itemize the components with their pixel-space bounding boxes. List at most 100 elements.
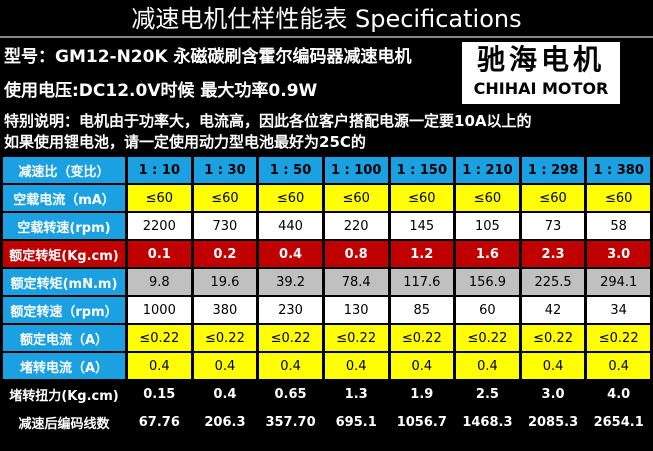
cell: 357.70 [259,409,322,435]
voltage: 使用电压:DC12.0V时候 最大功率0.9W [4,81,318,101]
cell: 4.0 [587,381,650,407]
cell: 1 : 298 [521,157,585,183]
cell: 156.9 [456,269,519,295]
cell: 0.15 [128,381,191,407]
note: 如果使用锂电池，请一定使用动力型电池最好为25C的 [4,133,366,151]
cell: 0.2 [193,241,257,267]
cell: 1 : 30 [193,157,257,183]
cell: 39.2 [259,269,322,295]
title: 减速电机仕样性能表 Specifications [0,0,653,38]
cell: ≤0.22 [324,325,388,351]
cell: 206.3 [193,409,257,435]
cell: 2654.1 [587,409,650,435]
cell: 2085.3 [521,409,585,435]
cell: 0.4 [128,353,191,379]
cell: ≤0.22 [193,325,257,351]
cell: 1468.3 [456,409,519,435]
cell: ≤0.22 [587,325,650,351]
cell: 73 [521,213,585,239]
row-label: 额定转矩(Kg.cm) [3,241,125,267]
cell: 0.4 [521,353,585,379]
cell: 0.4 [324,353,388,379]
cell: 130 [324,297,388,323]
cell: 0.4 [193,381,257,407]
logo-english: CHIHAI MOTOR [473,79,609,98]
cell: 1056.7 [390,409,454,435]
cell: 380 [193,297,257,323]
table-row: 额定转矩(Kg.cm) 0.1 0.2 0.4 0.8 1.2 1.6 2.3 3.0 [3,241,650,267]
row-label: 减速比（变比） [3,157,125,183]
cell: 3.0 [521,381,585,407]
row-label: 堵转扭力(Kg.cm) [3,381,125,407]
cell: 2.3 [521,241,585,267]
cell: ≤60 [587,185,650,211]
cell: 58 [587,213,650,239]
table-row: 额定电流（A） ≤0.22 ≤0.22 ≤0.22 ≤0.22 ≤0.22 ≤0.22 ≤0.… [3,325,650,351]
cell: 0.4 [259,241,322,267]
row-label: 额定转速（rpm） [3,297,125,323]
cell: 3.0 [587,241,650,267]
cell: 695.1 [324,409,388,435]
cell: 42 [521,297,585,323]
table-row: 减速后编码线数 67.76 206.3 357.70 695.1 1056.7 1468.3… [3,409,650,435]
cell: 117.6 [390,269,454,295]
cell: 145 [390,213,454,239]
cell: 85 [390,297,454,323]
row-label: 额定转矩(mN.m) [3,269,125,295]
cell: 1.9 [390,381,454,407]
cell: ≤60 [193,185,257,211]
table-row: 堵转扭力(Kg.cm) 0.15 0.4 0.65 1.3 1.9 2.5 3.0 4.0 [3,381,650,407]
cell: 230 [259,297,322,323]
cell: ≤60 [259,185,322,211]
row-label: 空载电流（mA） [3,185,125,211]
cell: ≤0.22 [456,325,519,351]
cell: 60 [456,297,519,323]
cell: ≤0.22 [390,325,454,351]
note: 特别说明：电机由于功率大，电流高，因此各位客户搭配电源一定要10A以上的 [4,112,532,130]
table-row: 空载电流（mA） ≤60 ≤60 ≤60 ≤60 ≤60 ≤60 ≤60 ≤60 [3,185,650,211]
cell: 67.76 [128,409,191,435]
cell: 1 : 210 [456,157,519,183]
cell: 1.6 [456,241,519,267]
cell: 1.3 [324,381,388,407]
cell: 2200 [128,213,191,239]
cell: 294.1 [587,269,650,295]
cell: 9.8 [128,269,191,295]
cell: 1 : 100 [324,157,388,183]
row-label: 空载转速(rpm) [3,213,125,239]
cell: 19.6 [193,269,257,295]
cell: ≤60 [324,185,388,211]
cell: 1 : 150 [390,157,454,183]
cell: 1 : 50 [259,157,322,183]
cell: ≤0.22 [128,325,191,351]
cell: 1.2 [390,241,454,267]
table-row: 堵转电流（A） 0.4 0.4 0.4 0.4 0.4 0.4 0.4 0.4 [3,353,650,379]
table-row: 空载转速(rpm) 2200 730 440 220 145 105 73 58 [3,213,650,239]
cell: ≤60 [390,185,454,211]
cell: 34 [587,297,650,323]
cell: 1 : 380 [587,157,650,183]
model: 型号：GM12-N20K 永磁碳刷含霍尔编码器减速电机 [4,47,412,67]
cell: 0.4 [587,353,650,379]
cell: 0.1 [128,241,191,267]
header-row: 减速比（变比） 1 : 10 1 : 30 1 : 50 1 : 100 1 : 150 1… [3,157,650,183]
cell: 0.4 [390,353,454,379]
row-label: 堵转电流（A） [3,353,125,379]
spec-table: 减速比（变比） 1 : 10 1 : 30 1 : 50 1 : 100 1 : 150 1… [0,155,653,437]
cell: 0.4 [259,353,322,379]
cell: 0.4 [193,353,257,379]
cell: 220 [324,213,388,239]
cell: ≤60 [456,185,519,211]
logo: 驰海电机 CHIHAI MOTOR [462,42,620,104]
cell: ≤60 [128,185,191,211]
cell: 0.4 [456,353,519,379]
logo-name: 驰海电机 [476,43,605,76]
cell: 2.5 [456,381,519,407]
cell: ≤60 [521,185,585,211]
cell: 225.5 [521,269,585,295]
cell: 730 [193,213,257,239]
cell: 105 [456,213,519,239]
row-label: 减速后编码线数 [3,409,125,435]
cell: 1000 [128,297,191,323]
